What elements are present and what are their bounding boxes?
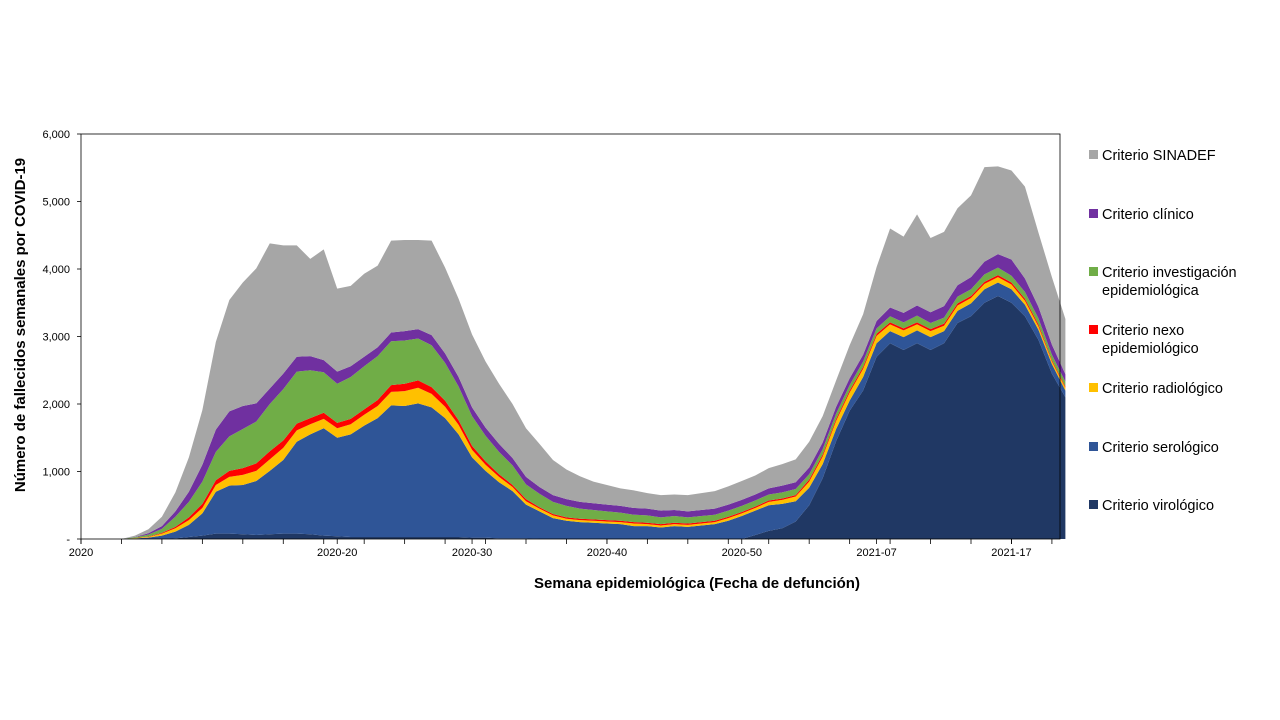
legend-label: Criterio SINADEF (1102, 148, 1216, 164)
legend: Criterio SINADEF Criterio clínico Criterio… (1089, 148, 1237, 514)
y-tick-label: 5,000 (42, 197, 70, 209)
x-tick-label: 2020-50 (722, 547, 762, 559)
x-axis-title: Semana epidemiológica (Fecha de defunció… (534, 575, 860, 592)
stacked-areas (81, 166, 1066, 539)
y-tick-label: 2,000 (42, 399, 70, 411)
y-tick-label: 1,000 (42, 467, 70, 479)
area-series-4 (81, 267, 1066, 539)
x-tick-label: 2021-17 (991, 547, 1031, 559)
area-series-1 (81, 282, 1066, 539)
area-series-2 (81, 277, 1066, 539)
y-axis-title: Número de fallecidos semanales por COVID… (12, 158, 29, 492)
legend-swatch (1089, 150, 1098, 159)
x-tick-label: 2020-40 (587, 547, 627, 559)
area-series-6 (81, 166, 1066, 539)
legend-label: epidemiológica (1102, 283, 1200, 299)
legend-swatch (1089, 267, 1098, 276)
x-tick-label: 2020-30 (452, 547, 492, 559)
y-tick-label: - (66, 534, 70, 546)
y-tick-label: 3,000 (42, 332, 70, 344)
area-series-5 (81, 254, 1066, 539)
y-tick-label: 4,000 (42, 264, 70, 276)
legend-swatch (1089, 383, 1098, 392)
x-axis: 2020 2020-20 2020-30 2020-40 2020-50 2021-07 2… (69, 539, 1053, 559)
legend-swatch (1089, 325, 1098, 334)
legend-label: Criterio investigación (1102, 265, 1237, 281)
legend-swatch (1089, 500, 1098, 509)
legend-label: Criterio nexo (1102, 323, 1184, 339)
y-axis: - 1,000 2,000 3,000 4,000 5,000 6,000 (42, 129, 81, 546)
legend-label: Criterio serológico (1102, 440, 1219, 456)
legend-label: Criterio clínico (1102, 207, 1194, 223)
x-tick-label: 2020 (69, 547, 93, 559)
legend-label: Criterio virológico (1102, 498, 1214, 514)
legend-label: epidemiológico (1102, 341, 1199, 357)
legend-swatch (1089, 209, 1098, 218)
legend-label: Criterio radiológico (1102, 381, 1223, 397)
area-series-0 (81, 296, 1066, 539)
legend-swatch (1089, 442, 1098, 451)
x-tick-label: 2021-07 (856, 547, 896, 559)
y-tick-label: 6,000 (42, 129, 70, 141)
x-tick-label: 2020-20 (317, 547, 357, 559)
